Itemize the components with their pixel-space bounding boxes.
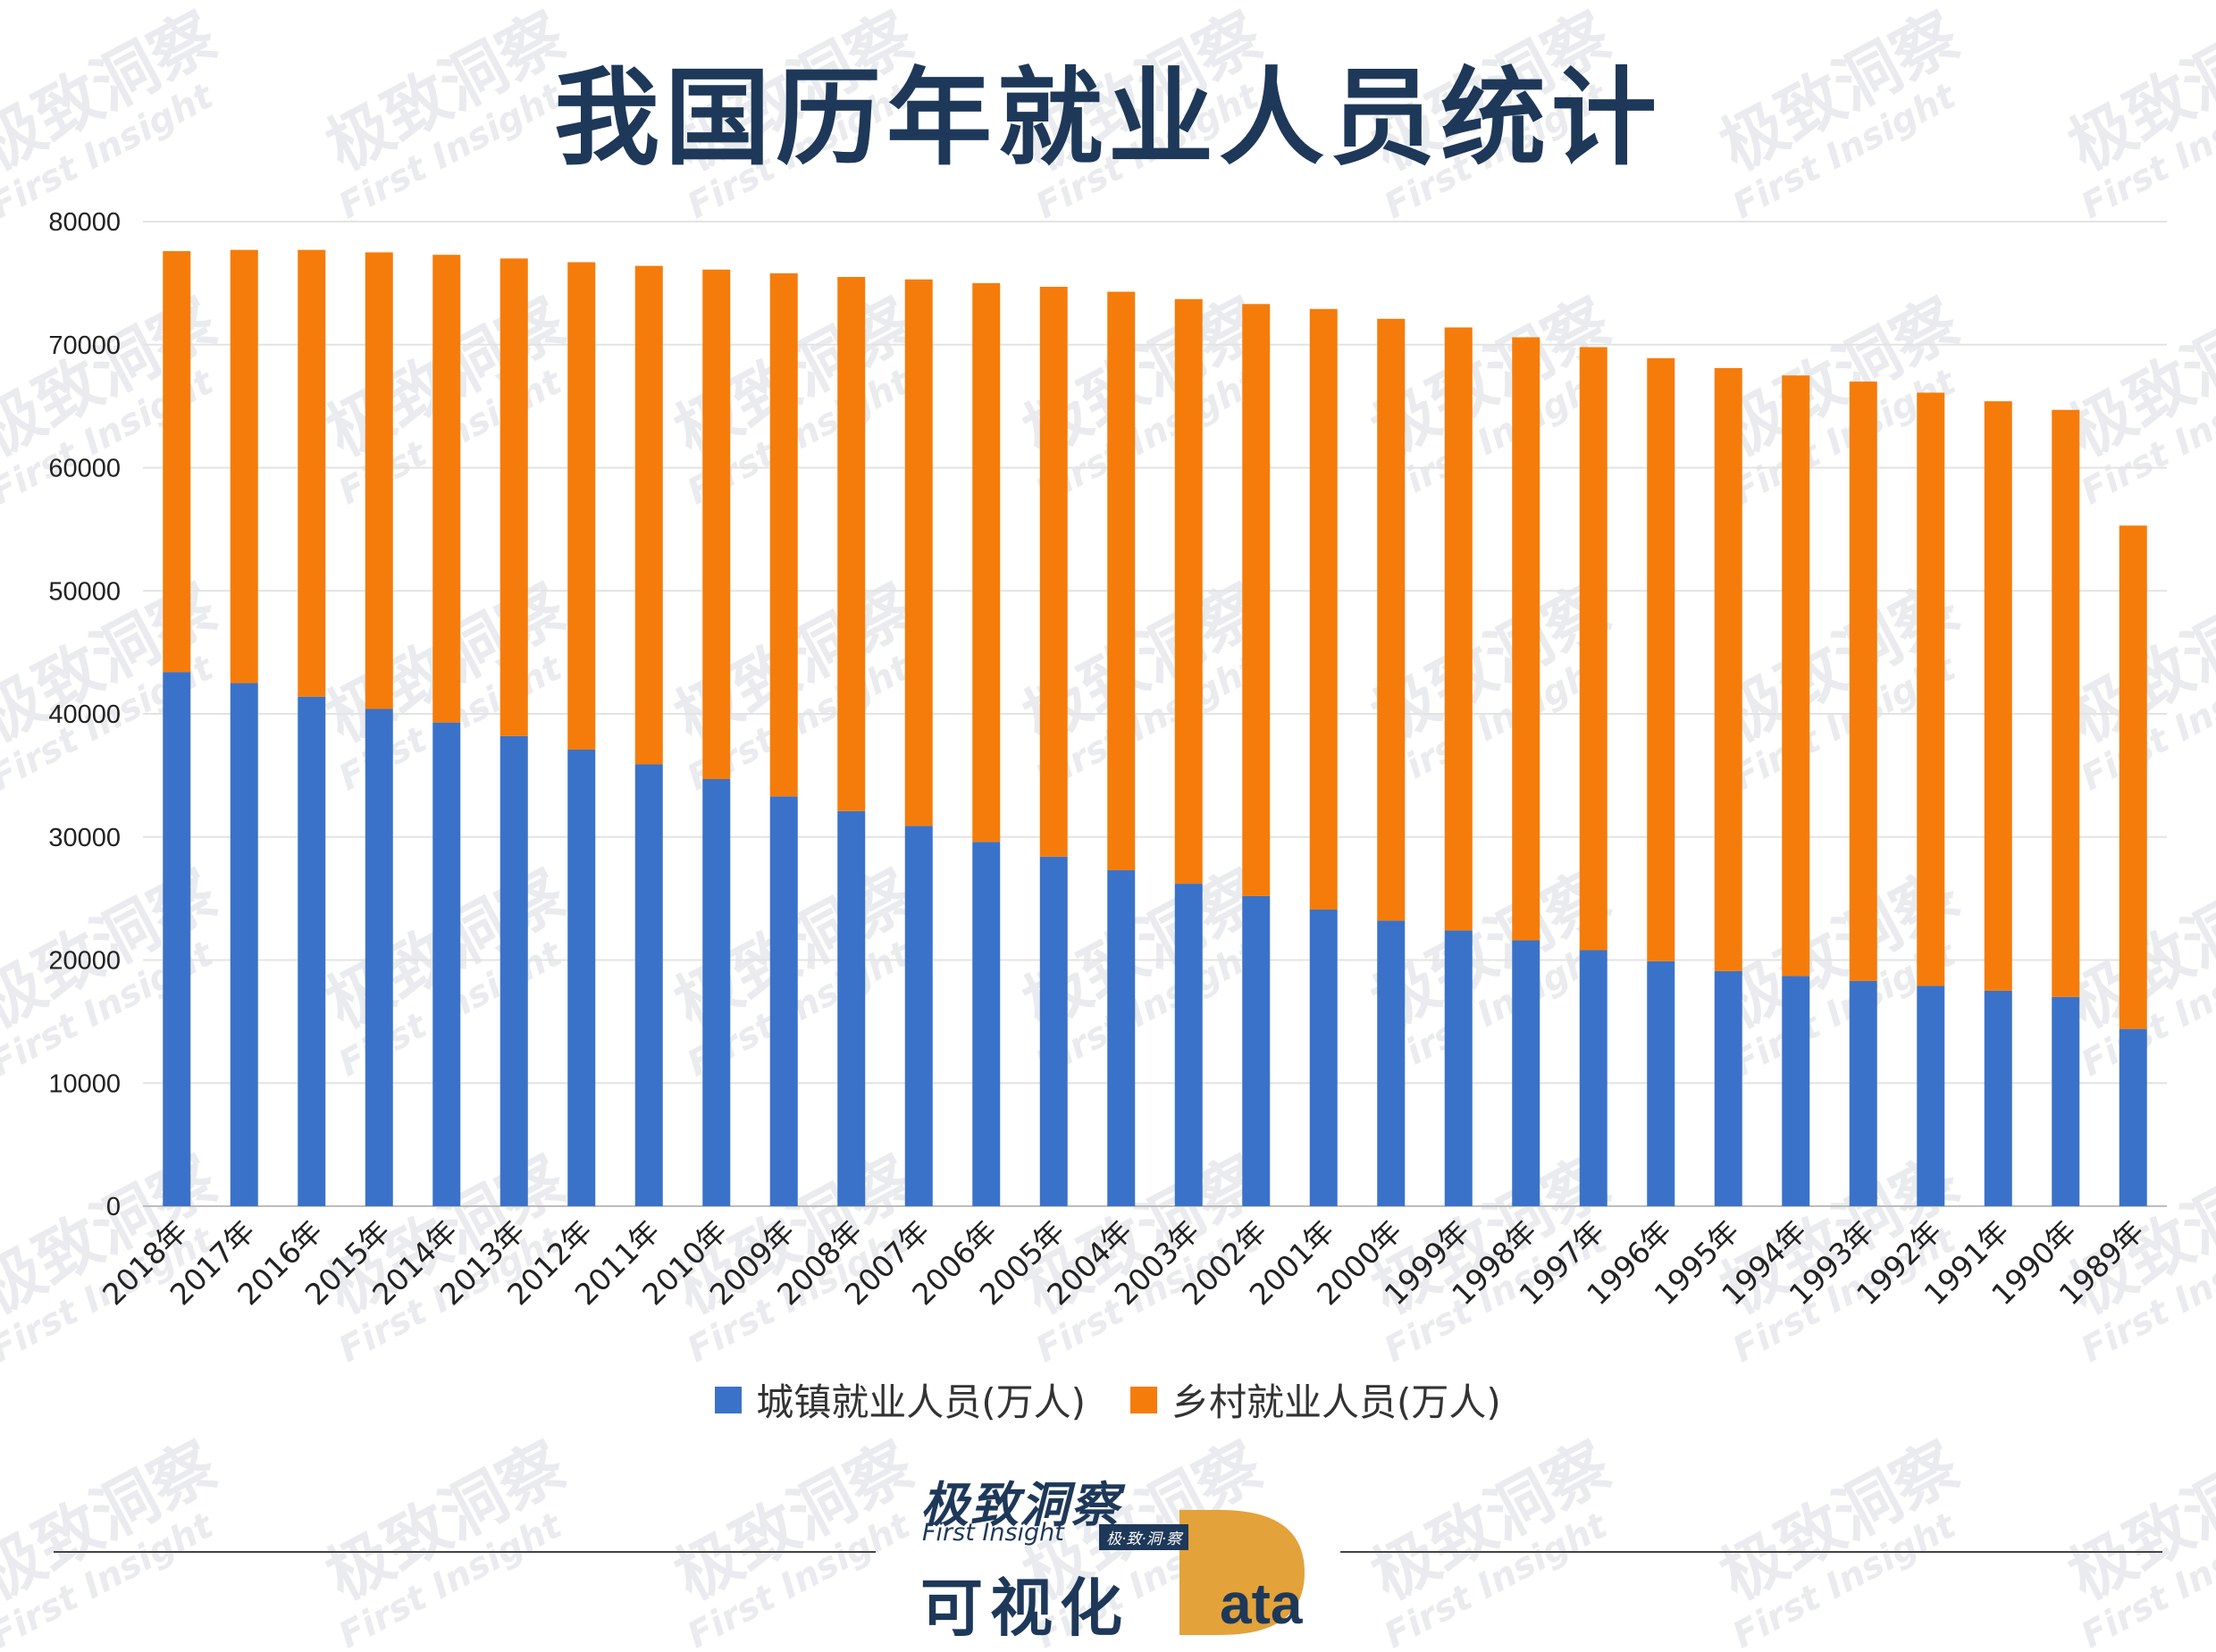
logo-data-text: ata <box>1220 1572 1303 1636</box>
bar-rural <box>1107 291 1136 870</box>
bar-rural <box>1917 392 1945 986</box>
y-tick-label: 0 <box>106 1193 121 1221</box>
bar-rural <box>1714 367 1742 971</box>
bar-urban <box>1647 960 1675 1206</box>
y-tick-label: 70000 <box>48 331 121 360</box>
brand-logo: 极致洞察 First Insight 极·致·洞·察 可视化 ata <box>911 1465 1340 1645</box>
bar-urban <box>769 796 798 1206</box>
bar-urban <box>1107 869 1136 1206</box>
logo-viz-text: 可视化 <box>920 1572 1129 1645</box>
bar-rural <box>972 282 1001 843</box>
y-tick-label: 20000 <box>48 947 121 976</box>
bar-rural <box>1377 318 1406 921</box>
bar-urban <box>702 779 731 1206</box>
bar-urban <box>1039 856 1068 1206</box>
legend-swatch-urban <box>715 1386 743 1413</box>
footer-divider-left <box>54 1551 876 1553</box>
logo-sub-text: 极·致·洞·察 <box>1099 1524 1189 1550</box>
bar-rural <box>432 255 461 723</box>
bar-urban <box>365 709 393 1206</box>
bar-rural <box>567 262 596 750</box>
legend-label-rural: 乡村就业人员(万人) <box>1171 1380 1501 1424</box>
bar-rural <box>298 249 326 697</box>
bar-urban <box>1309 910 1338 1206</box>
bar-rural <box>230 249 258 683</box>
bar-rural <box>1984 401 2012 991</box>
bar-urban <box>499 735 528 1206</box>
bar-rural <box>1512 337 1540 941</box>
bar-rural <box>1309 308 1338 910</box>
footer-divider-right <box>1340 1551 2162 1553</box>
y-tick-label: 50000 <box>48 577 121 606</box>
chart-title: 我国历年就业人员统计 <box>553 55 1662 180</box>
bar-urban <box>972 842 1001 1206</box>
logo-en-text: First Insight <box>922 1519 1064 1547</box>
bar-rural <box>837 276 866 811</box>
bar-urban <box>2119 1028 2147 1206</box>
bar-rural <box>702 269 731 780</box>
bar-urban <box>163 672 191 1206</box>
bar-urban <box>1444 930 1473 1206</box>
bar-rural <box>499 258 528 736</box>
y-tick-label: 40000 <box>48 700 121 729</box>
bar-urban <box>1714 970 1742 1206</box>
legend-item-urban: 城镇就业人员(万人) <box>715 1372 1086 1427</box>
legend-swatch-rural <box>1130 1386 1157 1413</box>
y-tick-label: 30000 <box>48 824 121 852</box>
bar-urban <box>1984 990 2012 1206</box>
bar-urban <box>904 826 933 1206</box>
bar-rural <box>769 273 798 797</box>
legend: 城镇就业人员(万人) 乡村就业人员(万人) <box>0 1372 2216 1427</box>
bar-urban <box>1782 976 1810 1206</box>
bar-urban <box>298 696 326 1206</box>
legend-item-rural: 乡村就业人员(万人) <box>1130 1372 1501 1427</box>
y-tick-label: 10000 <box>48 1069 121 1098</box>
logo-cn-text: 极致洞察 <box>920 1477 1121 1533</box>
bar-rural <box>1647 357 1675 961</box>
bar-urban <box>1579 950 1607 1206</box>
bar-rural <box>1849 382 1877 981</box>
bar-urban <box>432 722 461 1206</box>
legend-label-urban: 城镇就业人员(万人) <box>756 1380 1086 1424</box>
bar-urban <box>1512 940 1540 1206</box>
bar-urban <box>837 810 866 1206</box>
bar-rural <box>163 251 191 673</box>
bar-urban <box>230 683 258 1206</box>
y-tick-label: 60000 <box>48 455 121 483</box>
bar-rural <box>1242 304 1271 896</box>
bar-urban <box>1849 980 1877 1206</box>
bar-rural <box>365 252 393 709</box>
bar-rural <box>2119 525 2147 1029</box>
bar-rural <box>1444 327 1473 931</box>
bar-rural <box>1782 375 1810 977</box>
bar-rural <box>1579 347 1607 951</box>
bar-rural <box>634 265 663 765</box>
bar-urban <box>1242 895 1271 1206</box>
bar-urban <box>1917 985 1945 1206</box>
bar-rural <box>2052 409 2080 997</box>
bar-rural <box>904 279 933 826</box>
bar-rural <box>1039 287 1068 857</box>
bar-urban <box>567 749 596 1206</box>
y-tick-label: 80000 <box>48 208 121 237</box>
bar-urban <box>634 764 663 1206</box>
bar-urban <box>2052 996 2080 1206</box>
bar-urban <box>1174 884 1203 1206</box>
bar-rural <box>1174 298 1203 885</box>
bar-urban <box>1377 920 1406 1206</box>
logo-d-icon <box>1179 1510 1305 1635</box>
